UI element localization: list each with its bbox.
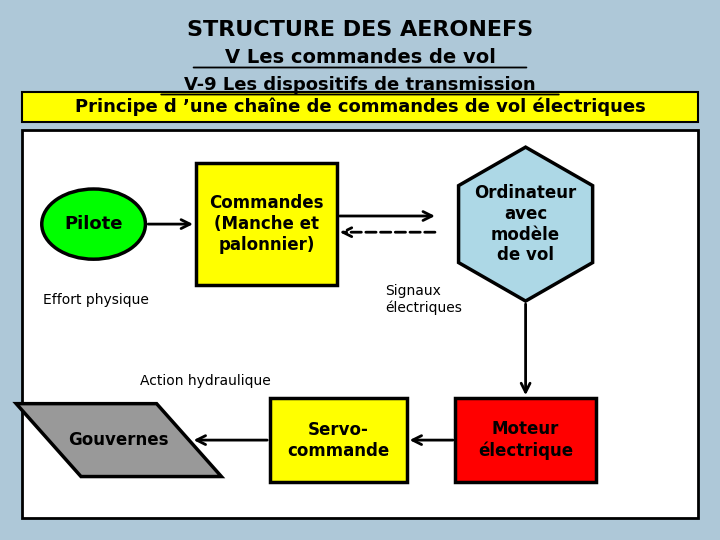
FancyBboxPatch shape bbox=[455, 399, 596, 482]
Text: V Les commandes de vol: V Les commandes de vol bbox=[225, 48, 495, 68]
FancyBboxPatch shape bbox=[22, 130, 698, 518]
Text: Moteur
électrique: Moteur électrique bbox=[478, 421, 573, 460]
Text: Servo-
commande: Servo- commande bbox=[287, 421, 390, 460]
FancyBboxPatch shape bbox=[270, 399, 407, 482]
Polygon shape bbox=[17, 404, 222, 477]
Text: V-9 Les dispositifs de transmission: V-9 Les dispositifs de transmission bbox=[184, 76, 536, 94]
FancyBboxPatch shape bbox=[196, 163, 336, 285]
Text: STRUCTURE DES AERONEFS: STRUCTURE DES AERONEFS bbox=[187, 19, 533, 40]
Text: Ordinateur
avec
modèle
de vol: Ordinateur avec modèle de vol bbox=[474, 184, 577, 264]
Text: Commandes
(Manche et
palonnier): Commandes (Manche et palonnier) bbox=[209, 194, 324, 254]
Text: Action hydraulique: Action hydraulique bbox=[140, 374, 271, 388]
Text: Pilote: Pilote bbox=[64, 215, 123, 233]
Text: Signaux
électriques: Signaux électriques bbox=[385, 284, 462, 315]
Text: Principe d ’une chaîne de commandes de vol électriques: Principe d ’une chaîne de commandes de v… bbox=[75, 97, 645, 116]
FancyBboxPatch shape bbox=[22, 92, 698, 122]
Polygon shape bbox=[459, 147, 593, 301]
Text: Gouvernes: Gouvernes bbox=[68, 431, 169, 449]
Ellipse shape bbox=[42, 189, 145, 259]
Text: Effort physique: Effort physique bbox=[43, 293, 149, 307]
